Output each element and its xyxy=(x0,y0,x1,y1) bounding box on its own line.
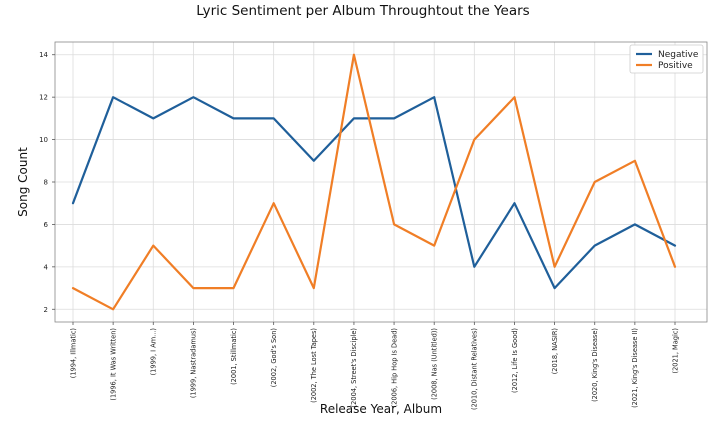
x-tick-label: (2008, Nas (Untitled)) xyxy=(431,328,439,400)
x-tick-label: (2021, King's Disease II) xyxy=(631,328,639,408)
y-tick-label: 6 xyxy=(44,221,49,229)
y-tick-label: 12 xyxy=(39,94,48,102)
x-tick-label: (2012, Life Is Good) xyxy=(511,328,519,393)
y-axis: 2 4 6 8 10 12 14 xyxy=(39,51,55,314)
x-tick-label: (2004, Street's Disciple) xyxy=(350,328,358,407)
x-tick-label: (1994, Illmatic) xyxy=(69,328,77,378)
x-tick-label: (2001, Stillmatic) xyxy=(230,328,238,385)
chart-title: Lyric Sentiment per Album Throughtout th… xyxy=(196,3,529,19)
legend-label-positive: Positive xyxy=(658,61,693,71)
x-axis-label: Release Year, Album xyxy=(320,402,442,416)
series-lines xyxy=(71,53,677,311)
x-tick-label: (2021, Magic) xyxy=(671,328,679,374)
series-line-negative xyxy=(71,96,677,290)
x-tick-label: (2002, The Lost Tapes) xyxy=(310,328,318,403)
x-tick-label: (2018, NASIR) xyxy=(551,328,559,374)
y-tick-label: 2 xyxy=(44,306,48,314)
x-tick-label: (1999, I Am...) xyxy=(150,328,158,375)
grid-lines xyxy=(55,42,707,322)
x-tick-label: (1996, It Was Written) xyxy=(109,328,117,401)
y-tick-label: 4 xyxy=(44,263,49,271)
legend-label-negative: Negative xyxy=(658,50,699,60)
y-tick-label: 8 xyxy=(44,179,48,187)
x-tick-label: (2006, Hip Hop Is Dead) xyxy=(390,328,398,407)
y-axis-label: Song Count xyxy=(16,147,30,217)
x-axis: (1994, Illmatic) (1996, It Was Written) (1… xyxy=(69,322,679,410)
y-tick-label: 10 xyxy=(39,136,48,144)
x-tick-label: (2010, Distant Relatives) xyxy=(471,328,479,410)
x-tick-label: (2020, King's Disease) xyxy=(591,328,599,402)
x-tick-label: (1999, Nastradamus) xyxy=(190,328,198,398)
series-line-positive xyxy=(71,53,677,311)
x-tick-label: (2002, God's Son) xyxy=(270,328,278,387)
y-tick-label: 14 xyxy=(39,51,48,59)
